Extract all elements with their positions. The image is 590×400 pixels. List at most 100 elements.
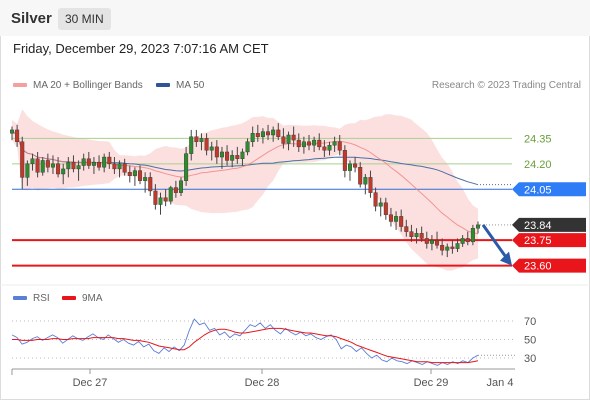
candle-body — [465, 238, 470, 243]
candle-body — [199, 138, 204, 142]
candle-body — [445, 246, 450, 251]
candle-body — [291, 134, 296, 141]
level-tag-23.60 — [512, 258, 586, 273]
level-label-24.05: 24.05 — [524, 184, 552, 196]
timeframe-button[interactable]: 30 MIN — [58, 8, 111, 30]
candle-body — [429, 239, 434, 244]
candle-body — [86, 158, 91, 166]
candle-body — [271, 129, 276, 136]
candle-body — [9, 129, 14, 134]
candle-body — [363, 177, 368, 185]
level-tag-23.75 — [512, 233, 586, 248]
legend-rsi: RSI — [13, 293, 50, 304]
rsi-9ma-line — [12, 327, 479, 364]
candle-body — [255, 133, 260, 137]
candle-body — [235, 155, 240, 159]
candle-body — [460, 238, 465, 244]
candle-body — [301, 141, 306, 148]
candle-body — [312, 139, 317, 146]
x-tick-label: Dec 27 — [73, 377, 108, 389]
candle-body — [204, 138, 209, 151]
candle-body — [455, 243, 460, 249]
candle-body — [373, 192, 378, 207]
candle-body — [173, 187, 178, 193]
candle-body — [399, 216, 404, 227]
level-tag-24.05 — [512, 182, 586, 197]
ma50-swatch-icon — [156, 83, 170, 88]
candle-body — [168, 187, 173, 202]
forecast-arrow-head-icon — [500, 251, 512, 266]
rsi-tick-70: 70 — [524, 316, 536, 328]
candle-body — [245, 141, 250, 153]
candle-body — [178, 180, 183, 193]
candle-body — [163, 197, 168, 202]
candle-body — [440, 245, 445, 251]
candle-body — [40, 160, 45, 173]
candle-body — [81, 158, 86, 166]
candle-body — [286, 134, 291, 144]
candle-body — [388, 214, 393, 222]
candle-body — [322, 146, 327, 151]
candle-body — [404, 226, 409, 232]
candle-body — [56, 163, 61, 175]
candle-body — [307, 141, 312, 146]
candle-body — [296, 139, 301, 148]
rsi-swatch-icon — [13, 296, 27, 301]
candle-body — [132, 170, 137, 176]
candle-body — [470, 228, 475, 243]
candle-body — [281, 136, 286, 144]
candle-body — [127, 172, 132, 176]
candle-body — [347, 163, 352, 171]
legend-9ma: 9MA — [62, 293, 103, 304]
candle-body — [230, 155, 235, 161]
candle-body — [76, 165, 81, 170]
instrument-title: Silver — [11, 10, 52, 27]
level-tag-23.84 — [512, 217, 586, 232]
timestamp: Friday, December 29, 2023 7:07:16 AM CET — [13, 41, 269, 56]
candle-body — [240, 151, 245, 159]
candle-body — [332, 141, 337, 146]
candle-body — [476, 224, 481, 229]
candle-body — [317, 139, 322, 148]
rsi-tick-50: 50 — [524, 335, 536, 347]
candle-body — [266, 131, 271, 136]
candle-body — [209, 146, 214, 151]
rsi-tick-30: 30 — [524, 353, 536, 365]
legend-ma20: MA 20 + Bollinger Bands — [13, 80, 143, 91]
legend-rsi-label: RSI — [33, 293, 50, 304]
level-label-23.75: 23.75 — [524, 235, 552, 247]
candle-body — [276, 129, 281, 137]
legend-ma50: MA 50 — [156, 80, 204, 91]
candle-body — [342, 150, 347, 171]
level-label-24.35: 24.35 — [524, 133, 552, 145]
level-label-23.84: 23.84 — [524, 220, 552, 232]
legend-9ma-label: 9MA — [82, 293, 103, 304]
candle-body — [117, 163, 122, 170]
candle-body — [97, 161, 102, 168]
candle-body — [450, 246, 455, 249]
candles-group — [9, 123, 481, 258]
candle-body — [424, 238, 429, 244]
forecast-arrow-shaft — [481, 223, 509, 260]
candle-body — [25, 163, 30, 178]
candle-body — [358, 167, 363, 185]
level-label-23.60: 23.60 — [524, 261, 552, 273]
candle-body — [112, 163, 117, 170]
bollinger-band — [12, 109, 478, 271]
candle-body — [91, 161, 96, 166]
legend-ma50-label: MA 50 — [176, 80, 205, 91]
candle-body — [368, 177, 373, 193]
candle-body — [138, 170, 143, 181]
candle-body — [61, 168, 66, 175]
candle-body — [30, 158, 35, 165]
candle-body — [50, 163, 55, 168]
candle-body — [15, 129, 20, 142]
candle-body — [158, 197, 163, 205]
candle-body — [66, 161, 71, 170]
candle-body — [219, 151, 224, 158]
candle-body — [148, 177, 153, 192]
candle-body — [153, 190, 158, 205]
level-label-24.20: 24.20 — [524, 159, 552, 171]
